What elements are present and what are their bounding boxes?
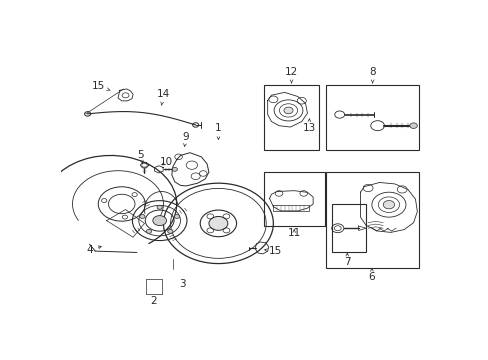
Text: 14: 14 <box>157 90 170 105</box>
Text: 6: 6 <box>368 269 374 283</box>
Text: 12: 12 <box>285 67 298 83</box>
Bar <box>326 172 418 268</box>
Bar <box>326 85 418 150</box>
Circle shape <box>284 107 292 114</box>
Circle shape <box>153 216 166 226</box>
Text: 15: 15 <box>264 246 281 256</box>
Text: 10: 10 <box>160 157 173 167</box>
Bar <box>264 85 318 150</box>
Circle shape <box>383 201 394 209</box>
Text: 13: 13 <box>302 119 315 133</box>
Text: 11: 11 <box>287 228 300 238</box>
Bar <box>264 172 324 226</box>
Text: 5: 5 <box>137 150 144 163</box>
Text: 4: 4 <box>86 245 101 255</box>
Bar <box>331 204 366 252</box>
Circle shape <box>167 229 173 233</box>
Circle shape <box>174 215 179 219</box>
Text: 7: 7 <box>343 253 350 267</box>
Text: 9: 9 <box>183 132 189 147</box>
Circle shape <box>409 123 417 129</box>
Circle shape <box>157 205 162 209</box>
Text: 3: 3 <box>179 279 185 289</box>
Circle shape <box>140 215 145 219</box>
Text: 8: 8 <box>368 67 375 83</box>
Text: 1: 1 <box>215 123 221 139</box>
Text: 2: 2 <box>150 296 157 306</box>
Text: 15: 15 <box>91 81 110 91</box>
Circle shape <box>146 229 151 233</box>
Circle shape <box>172 167 177 171</box>
Circle shape <box>208 216 227 230</box>
